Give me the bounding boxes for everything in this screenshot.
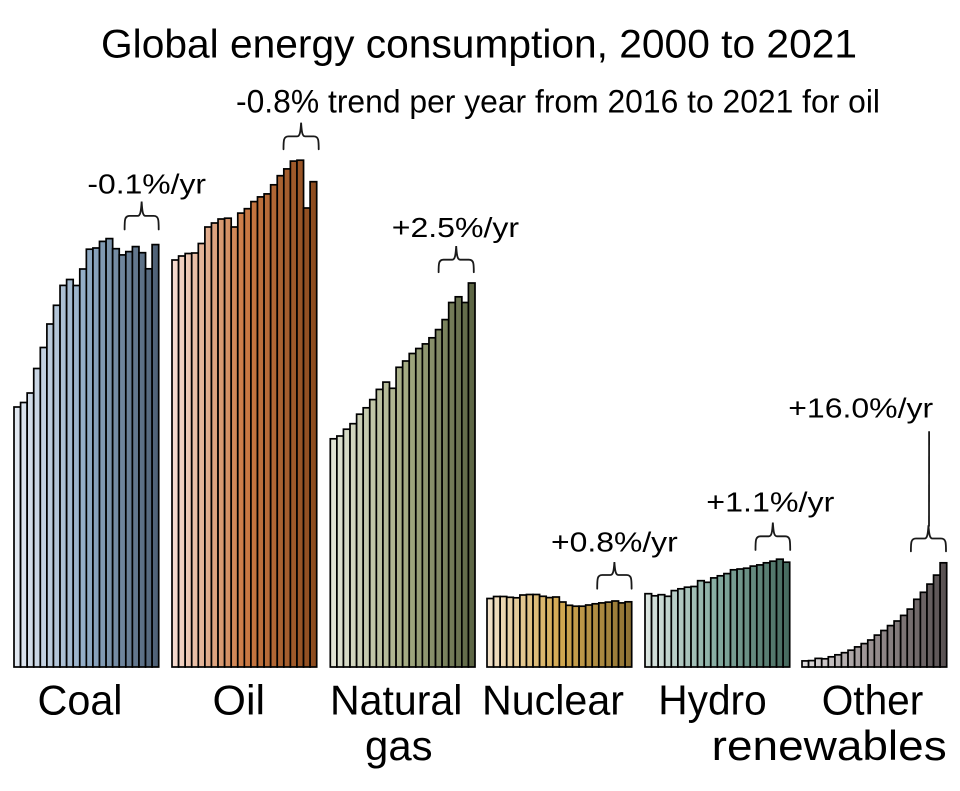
svg-text:gas: gas: [365, 722, 433, 769]
svg-text:Oil: Oil: [213, 676, 266, 723]
svg-text:+2.5%/yr: +2.5%/yr: [392, 212, 519, 243]
svg-text:Global energy consumption, 200: Global energy consumption, 2000 to 2021: [101, 22, 857, 66]
svg-text:-0.1%/yr: -0.1%/yr: [87, 169, 206, 200]
svg-text:renewables: renewables: [712, 722, 947, 769]
svg-text:+16.0%/yr: +16.0%/yr: [788, 393, 933, 424]
svg-text:+0.8%/yr: +0.8%/yr: [551, 526, 678, 557]
svg-text:Hydro: Hydro: [658, 676, 766, 723]
svg-text:Other: Other: [822, 676, 924, 723]
svg-text:+1.1%/yr: +1.1%/yr: [706, 486, 834, 517]
svg-text:-0.8% trend per year from 2016: -0.8% trend per year from 2016 to 2021 f…: [236, 83, 880, 119]
svg-text:Coal: Coal: [38, 676, 123, 723]
svg-text:Nuclear: Nuclear: [482, 676, 624, 723]
svg-text:Natural: Natural: [330, 676, 463, 723]
